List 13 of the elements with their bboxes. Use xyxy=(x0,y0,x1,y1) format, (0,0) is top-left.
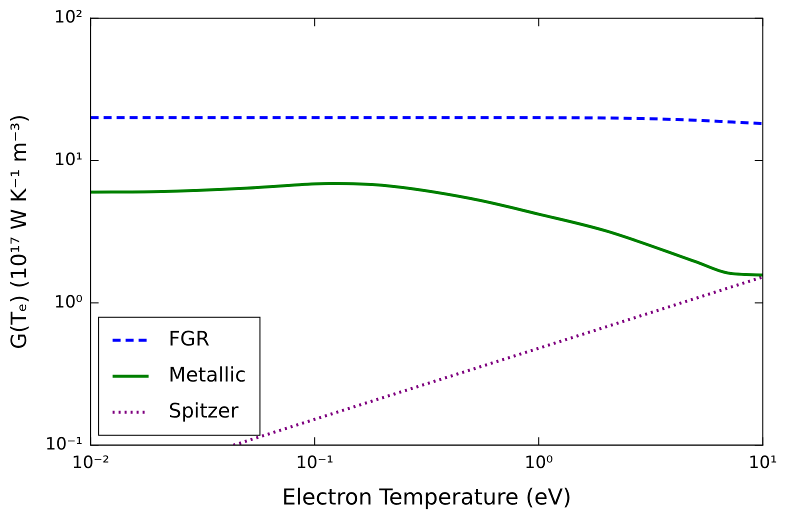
y-tick-label: 10⁻¹ xyxy=(45,434,83,455)
y-tick-label: 10² xyxy=(54,8,83,28)
legend-label: FGR xyxy=(168,326,210,350)
y-axis-title: G(Tₑ) (10¹⁷ W K⁻¹ m⁻³) xyxy=(7,114,32,350)
y-tick-label: 10¹ xyxy=(54,150,83,170)
x-axis-title: Electron Temperature (eV) xyxy=(282,486,572,511)
x-tick-label: 10¹ xyxy=(748,452,778,473)
y-tick-label: 10⁰ xyxy=(54,292,83,312)
legend-label: Metallic xyxy=(168,362,246,386)
x-tick-label: 10⁻¹ xyxy=(296,452,334,473)
legend-label: Spitzer xyxy=(168,398,240,422)
x-tick-label: 10⁻² xyxy=(72,452,110,473)
x-tick-label: 10⁰ xyxy=(524,452,554,473)
